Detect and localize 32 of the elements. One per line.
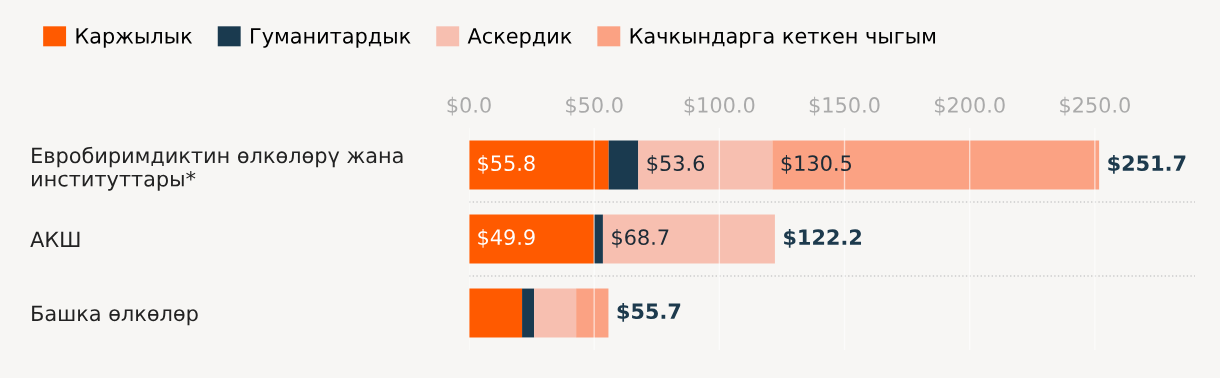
x-tick-label: $250.0 (1060, 96, 1130, 116)
bar (593, 214, 603, 264)
data-label: $55.8 (478, 154, 535, 174)
x-tick-label: $150.0 (809, 96, 880, 116)
x-tick-label: $0.0 (447, 96, 491, 116)
data-label: $49.9 (478, 228, 535, 248)
bar (576, 288, 609, 338)
data-label: $68.7 (612, 228, 669, 248)
legend-label: Каржылык (76, 28, 193, 48)
bar (772, 140, 1100, 190)
bar (602, 214, 775, 264)
x-tick-label: $50.0 (566, 96, 623, 116)
bar (534, 288, 577, 338)
y-tick-label: АКШ (30, 231, 80, 247)
total-label: $122.2 (784, 228, 862, 248)
data-label: $130.5 (781, 154, 852, 174)
total-label: $55.7 (617, 302, 681, 322)
legend-label: Гуманитардык (251, 28, 411, 48)
bar (522, 288, 535, 338)
legend-label: Аскердик (467, 28, 572, 48)
legend-label: Качкындарга кеткен чыгым (630, 28, 936, 48)
y-tick-label: Башка өлкөлөр (32, 305, 198, 326)
y-tick-label: Евробиримдиктин өлкөлөрү жана институттары* (32, 146, 403, 191)
bar (638, 140, 773, 190)
total-label: $251.7 (1108, 154, 1186, 174)
bar (608, 140, 639, 190)
bar (469, 288, 523, 338)
bar (469, 140, 609, 190)
x-tick-label: $200.0 (934, 96, 1005, 116)
bar (469, 214, 594, 264)
x-tick-label: $100.0 (684, 96, 755, 116)
data-label: $53.6 (647, 154, 705, 174)
